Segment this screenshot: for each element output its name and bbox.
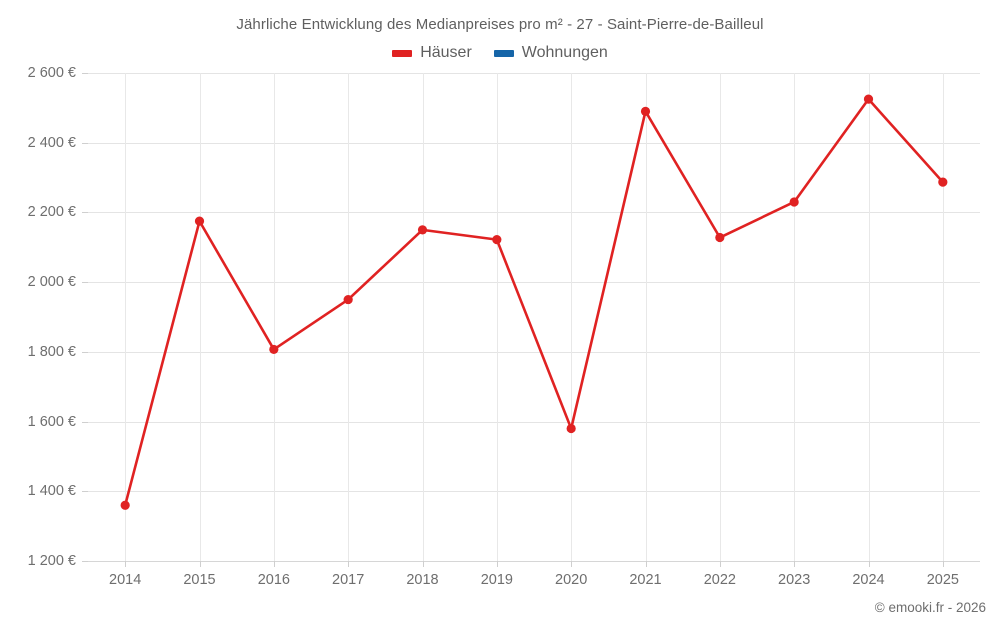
legend-item-hauser[interactable]: Häuser: [392, 44, 472, 62]
y-axis-tick-mark: [82, 73, 88, 74]
x-axis-tick-label: 2023: [778, 572, 811, 588]
legend-item-wohnungen[interactable]: Wohnungen: [493, 44, 608, 62]
plot-area: [88, 73, 980, 562]
x-axis-tick-label: 2025: [926, 572, 959, 588]
data-point[interactable]: [715, 232, 725, 243]
x-axis-tick-label: 2021: [629, 572, 662, 588]
data-point[interactable]: [194, 216, 205, 226]
series-layer: [120, 94, 948, 510]
chart-title: Jährliche Entwicklung des Medianpreises …: [236, 16, 764, 33]
y-axis-tick-mark: [82, 561, 88, 562]
data-point[interactable]: [269, 344, 279, 355]
y-axis-tick-mark: [82, 491, 88, 493]
y-axis-tick-mark: [82, 142, 88, 144]
gridline-vertical: [645, 73, 647, 561]
legend-swatch-hauser: [392, 49, 413, 57]
data-point-hit-area[interactable]: [712, 230, 728, 246]
data-point-hit-area[interactable]: [563, 421, 579, 437]
gridline-vertical: [125, 73, 127, 561]
data-point-hit-area[interactable]: [415, 222, 431, 238]
y-axis-tick-label: 2 400 €: [27, 134, 76, 151]
y-axis-tick-label: 2 000 €: [27, 274, 76, 291]
data-point-hit-area[interactable]: [861, 91, 877, 107]
x-axis-tick-mark: [125, 561, 127, 567]
data-point-hit-area[interactable]: [340, 292, 356, 308]
x-axis-tick-label: 2022: [703, 572, 736, 588]
x-axis-tick-label: 2019: [480, 572, 513, 588]
x-axis-tick-mark: [942, 561, 944, 567]
data-point[interactable]: [120, 500, 130, 510]
y-axis-tick-mark: [82, 421, 88, 423]
gridline-horizontal: [88, 351, 980, 353]
data-point-hit-area[interactable]: [638, 103, 654, 119]
data-point-hit-area[interactable]: [935, 174, 951, 190]
data-point[interactable]: [640, 106, 651, 116]
data-point[interactable]: [938, 177, 948, 187]
data-point[interactable]: [492, 235, 502, 245]
x-axis-line: [88, 561, 980, 562]
gridline-horizontal: [88, 212, 980, 214]
y-axis-tick-label: 1 600 €: [27, 413, 76, 430]
y-axis-tick-label: 2 600 €: [27, 65, 76, 81]
x-axis-tick-label: 2015: [183, 572, 216, 588]
x-axis-tick-label: 2020: [555, 572, 588, 588]
x-axis-tick-mark: [348, 561, 350, 567]
x-axis-tick-mark: [719, 561, 721, 567]
gridline-vertical: [571, 73, 573, 561]
gridline-vertical: [422, 73, 424, 561]
y-axis-tick-label: 2 200 €: [27, 204, 76, 221]
x-axis-tick-label: 2014: [109, 572, 142, 588]
gridline-horizontal: [88, 491, 980, 493]
gridline-vertical: [273, 73, 275, 561]
gridline-horizontal: [88, 421, 980, 423]
x-axis-tick-label: 2017: [332, 572, 365, 588]
x-axis-tick-mark: [496, 561, 498, 567]
data-point[interactable]: [566, 423, 576, 434]
series-line-häuser: [123, 97, 945, 507]
gridline-vertical: [868, 73, 870, 561]
x-axis-tick-mark: [868, 561, 870, 567]
y-axis-tick-mark: [82, 282, 88, 284]
y-axis-tick-label: 1 800 €: [27, 343, 76, 360]
x-axis-tick-label: 2018: [406, 572, 439, 588]
chart-legend: Häuser Wohnungen: [0, 44, 1000, 62]
gridline-vertical: [719, 73, 721, 561]
x-axis-tick-mark: [571, 561, 573, 567]
data-point[interactable]: [789, 197, 799, 207]
footer-credit: © emooki.fr - 2026: [874, 600, 986, 615]
y-axis-tick-mark: [82, 351, 88, 353]
legend-swatch-wohnungen: [493, 49, 514, 57]
data-point[interactable]: [343, 294, 353, 305]
gridline-vertical: [794, 73, 796, 561]
gridline-vertical: [942, 73, 944, 561]
gridline-vertical: [348, 73, 350, 561]
x-axis-tick-label: 2016: [257, 572, 290, 588]
x-axis-tick-mark: [645, 561, 647, 567]
x-axis-tick-mark: [273, 561, 275, 567]
y-axis-tick-label: 1 200 €: [27, 553, 76, 569]
x-axis-tick-mark: [794, 561, 796, 567]
data-point-hit-area[interactable]: [192, 213, 208, 229]
legend-label-wohnungen: Wohnungen: [521, 44, 608, 61]
legend-label-hauser: Häuser: [420, 44, 472, 61]
y-axis-tick-label: 1 400 €: [27, 483, 76, 500]
gridline-vertical: [199, 73, 201, 561]
gridline-horizontal: [88, 282, 980, 284]
x-axis-tick-mark: [199, 561, 201, 567]
data-point[interactable]: [417, 225, 428, 235]
gridline-horizontal: [88, 73, 980, 74]
y-axis-tick-mark: [82, 212, 88, 214]
gridline-vertical: [496, 73, 498, 561]
x-axis-tick-label: 2024: [852, 572, 885, 588]
x-axis-tick-mark: [422, 561, 424, 567]
gridline-horizontal: [88, 142, 980, 144]
data-point-hit-area[interactable]: [489, 232, 505, 248]
data-point[interactable]: [863, 94, 874, 104]
